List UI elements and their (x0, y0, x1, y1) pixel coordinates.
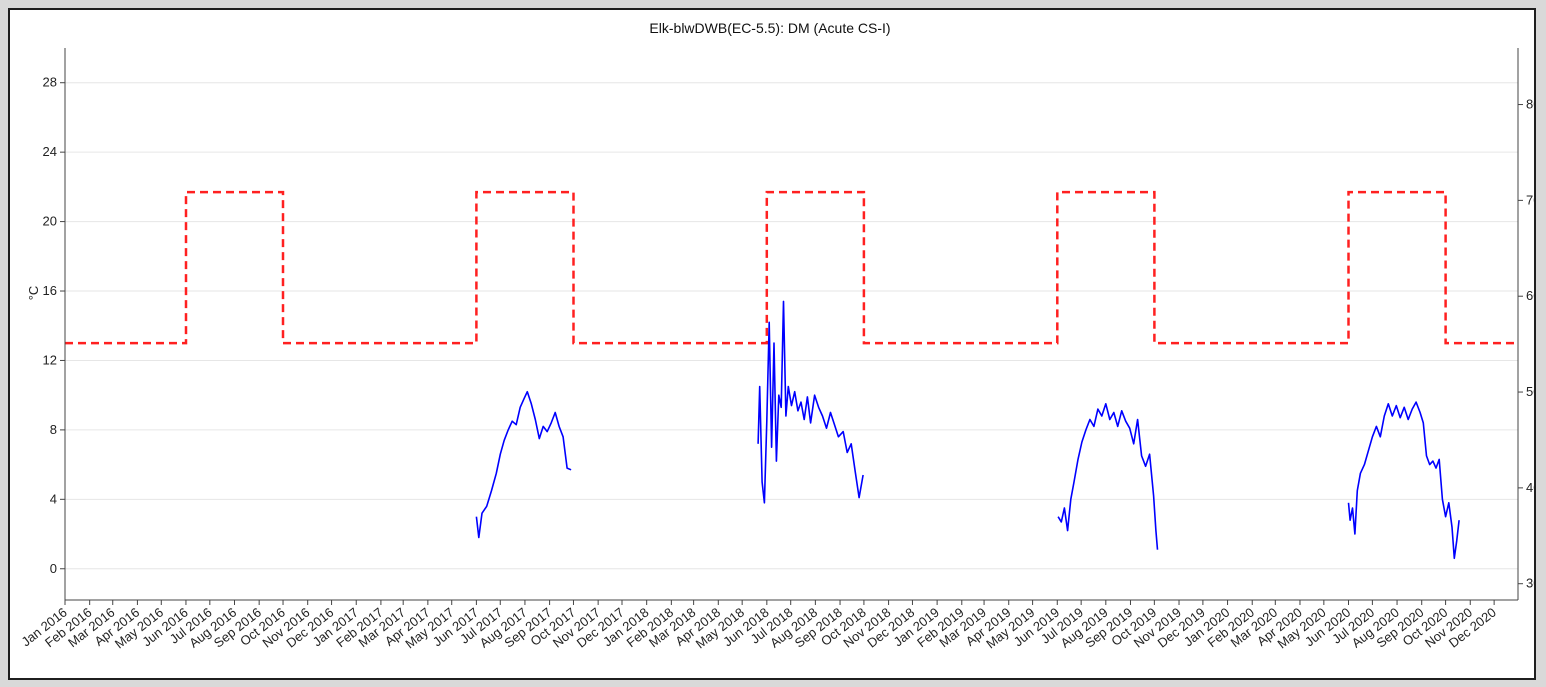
temperature-line (1057, 403, 1159, 550)
y-tick-label: 0 (50, 561, 57, 576)
y2-tick-label: 80 (1526, 97, 1534, 112)
grid-layer (65, 82, 1518, 570)
temperature-line (757, 300, 864, 504)
y-tick-label: 28 (43, 75, 57, 90)
y2-tick-label: 40 (1526, 480, 1534, 495)
y-tick-label: 16 (43, 283, 57, 298)
series-layer (65, 190, 1518, 560)
chart-svg: Elk-blwDWB(EC-5.5): DM (Acute CS-I) °C 0… (18, 20, 1534, 652)
y-tick-label: 24 (43, 144, 57, 159)
temperature-line (1347, 401, 1460, 560)
y-tick-label: 12 (43, 352, 57, 367)
temperature-line (475, 390, 572, 539)
y2-tick-label: 50 (1526, 384, 1534, 399)
criteria-dashed-line (65, 190, 1518, 345)
y-tick-label: 4 (50, 491, 57, 506)
chart-title: Elk-blwDWB(EC-5.5): DM (Acute CS-I) (649, 20, 890, 36)
y-tick-label: 8 (50, 422, 57, 437)
chart-frame: Elk-blwDWB(EC-5.5): DM (Acute CS-I) °C 0… (8, 8, 1536, 680)
y2-tick-label: 70 (1526, 192, 1534, 207)
y-axis-title: °C (26, 286, 41, 301)
y2-tick-label: 60 (1526, 288, 1534, 303)
y2-tick-label: 30 (1526, 576, 1534, 591)
y-tick-label: 20 (43, 214, 57, 229)
